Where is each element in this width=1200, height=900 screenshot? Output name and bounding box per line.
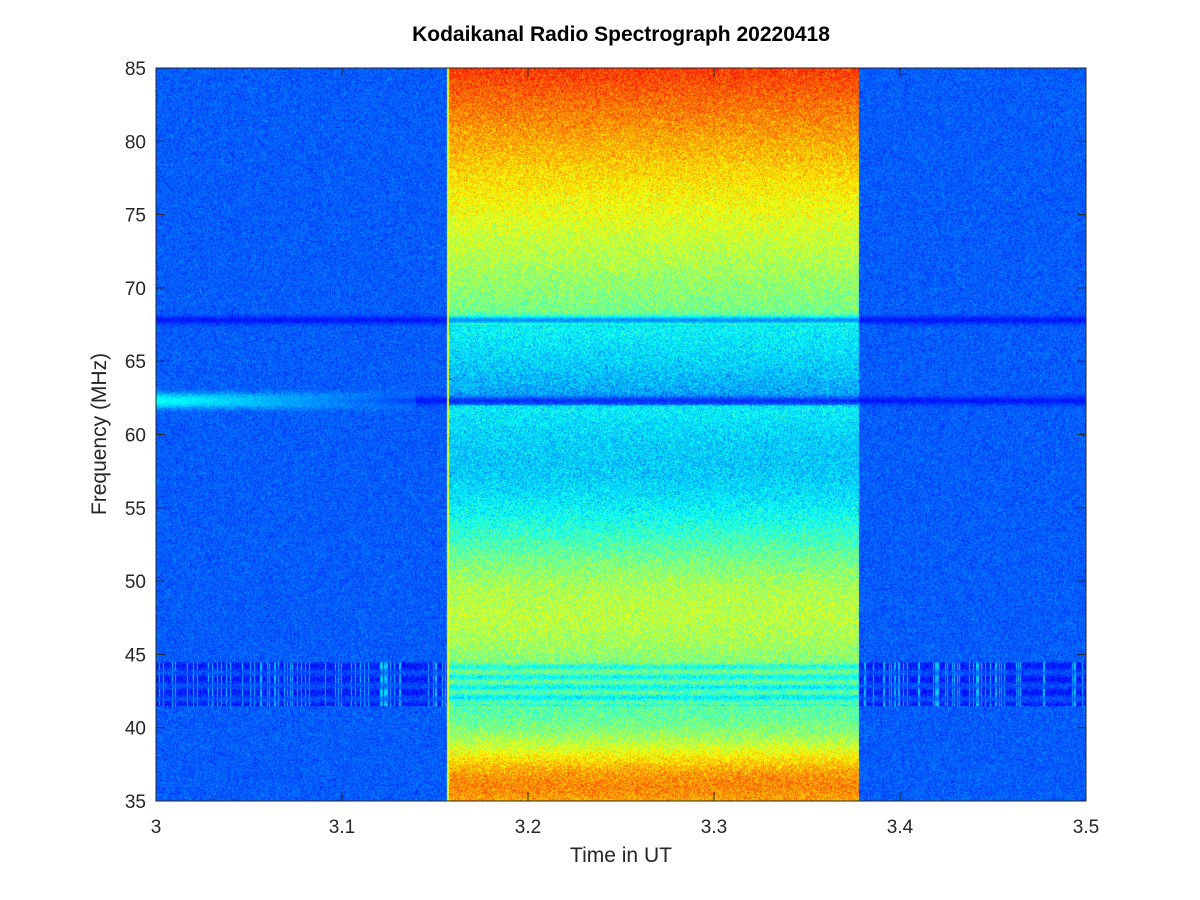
y-tick-label: 50 [125, 572, 146, 593]
x-axis-ticks: 3 3.1 3.2 3.3 3.4 3.5 [151, 68, 1099, 838]
x-tick-label: 3.3 [701, 817, 727, 838]
chart-title: Kodaikanal Radio Spectrograph 20220418 [412, 23, 830, 46]
x-axis-label: Time in UT [570, 844, 672, 867]
y-tick-label: 85 [125, 59, 146, 80]
x-tick-label: 3.1 [329, 817, 355, 838]
y-tick-label: 55 [125, 499, 146, 520]
y-tick-label: 45 [125, 645, 146, 666]
x-tick-label: 3.2 [515, 817, 541, 838]
plot-area [155, 67, 1087, 802]
y-tick-label: 65 [125, 352, 146, 373]
spectrogram-heatmap [156, 68, 1086, 801]
x-tick-label: 3 [151, 817, 162, 838]
y-tick-label: 60 [125, 426, 146, 447]
y-axis-label: Frequency (MHz) [88, 353, 111, 515]
y-tick-label: 70 [125, 279, 146, 300]
x-tick-label: 3.4 [887, 817, 914, 838]
y-tick-label: 80 [125, 132, 146, 153]
y-tick-label: 40 [125, 719, 146, 740]
y-tick-label: 35 [125, 792, 146, 813]
y-axis-ticks: 35 40 45 50 55 60 65 70 75 80 85 [125, 59, 1086, 813]
x-tick-label: 3.5 [1073, 817, 1099, 838]
y-tick-label: 75 [125, 206, 146, 227]
